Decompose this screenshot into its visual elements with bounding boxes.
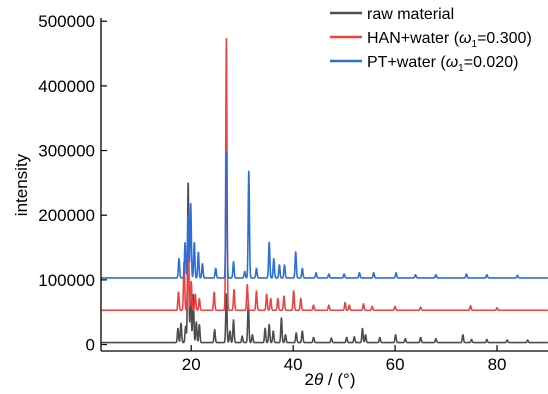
x-axis-label-symbol: θ bbox=[314, 370, 324, 389]
y-axis-label: intensity bbox=[12, 153, 31, 216]
y-tick-label: 0 bbox=[86, 336, 95, 355]
y-ticks: 0 100000 200000 300000 400000 500000 bbox=[38, 12, 107, 355]
x-tick-label: 60 bbox=[386, 355, 405, 374]
x-axis-label-prefix: 2 bbox=[305, 370, 314, 389]
series-line-0 bbox=[100, 182, 548, 344]
x-axis: 20 40 60 80 bbox=[101, 345, 548, 374]
legend-label-han-water: HAN+water (ω1=0.300) bbox=[367, 30, 532, 50]
legend-han-symbol: ω bbox=[459, 30, 471, 47]
legend-pt-symbol: ω bbox=[446, 54, 458, 71]
x-tick-label: 80 bbox=[488, 355, 507, 374]
y-tick-label: 500000 bbox=[38, 12, 95, 31]
series-line-1 bbox=[100, 37, 548, 312]
series-lines bbox=[100, 37, 548, 344]
legend-raw-text: raw material bbox=[367, 6, 454, 23]
legend-label-raw-material: raw material bbox=[367, 6, 454, 23]
y-axis: 0 100000 200000 300000 400000 500000 bbox=[38, 12, 107, 355]
legend-pt-suffix: =0.020) bbox=[464, 54, 519, 71]
y-tick-label: 400000 bbox=[38, 77, 95, 96]
y-tick-label: 200000 bbox=[38, 206, 95, 225]
x-axis-label: 2θ / (°) bbox=[305, 370, 356, 389]
series-line-2 bbox=[100, 151, 548, 279]
y-tick-label: 300000 bbox=[38, 142, 95, 161]
legend-han-suffix: =0.300) bbox=[477, 30, 532, 47]
y-tick-label: 100000 bbox=[38, 271, 95, 290]
x-tick-label: 20 bbox=[182, 355, 201, 374]
x-tick-label: 40 bbox=[284, 355, 303, 374]
legend-han-text: HAN+water ( bbox=[367, 30, 460, 47]
x-ticks: 20 40 60 80 bbox=[182, 345, 507, 374]
legend: raw material HAN+water (ω1=0.300) PT+wat… bbox=[330, 6, 532, 74]
legend-pt-subscript: 1 bbox=[458, 63, 464, 74]
legend-label-pt-water: PT+water (ω1=0.020) bbox=[367, 54, 518, 74]
legend-han-subscript: 1 bbox=[472, 39, 478, 50]
x-axis-label-unit: / (°) bbox=[323, 370, 355, 389]
legend-pt-text: PT+water ( bbox=[367, 54, 446, 71]
